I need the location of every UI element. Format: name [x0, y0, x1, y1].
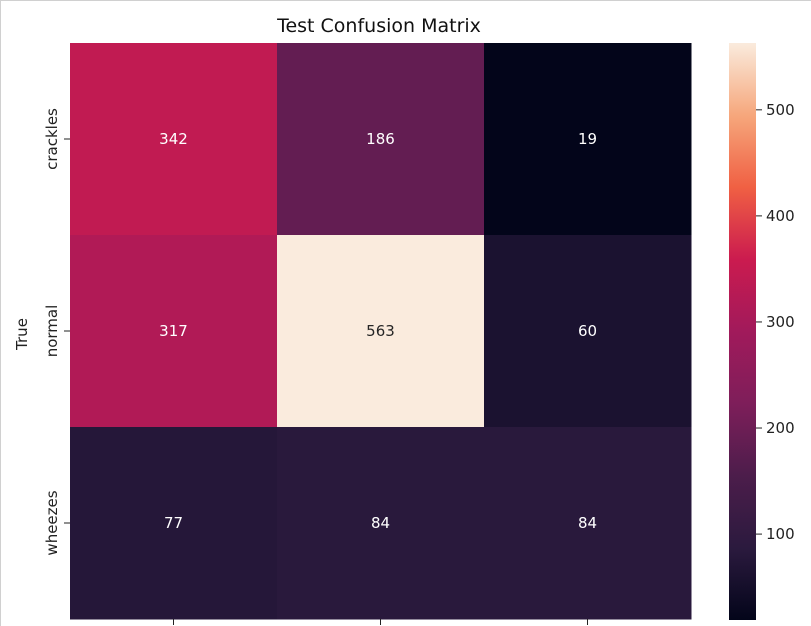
y-tick-label: normal: [43, 305, 61, 358]
heatmap-cell: [277, 427, 485, 620]
colorbar-tick-label: 200: [766, 419, 795, 437]
cell-value-label: 84: [371, 514, 390, 532]
heatmap-cell: [484, 43, 692, 236]
cell-value-label: 84: [578, 514, 597, 532]
heatmap-cell: [277, 43, 485, 236]
y-tick-label: wheezes: [43, 490, 61, 555]
heatmap-cells: 342 186 19 317 563 60 77 84 84: [70, 43, 692, 620]
colorbar: [729, 43, 756, 620]
x-axis-ticks: [173, 619, 588, 625]
colorbar-tick-label: 100: [766, 525, 795, 543]
colorbar-tick-label: 500: [766, 101, 795, 119]
heatmap-cell: [484, 427, 692, 620]
heatmap-cell: [277, 235, 485, 428]
y-tick-label: crackles: [43, 108, 61, 170]
y-axis-label: True: [13, 318, 31, 351]
y-axis-ticks: crackles normal wheezes: [43, 108, 70, 556]
cell-value-label: 186: [366, 130, 395, 148]
cell-value-label: 317: [159, 322, 188, 340]
heatmap-cell: [70, 43, 278, 236]
cell-value-label: 563: [366, 322, 395, 340]
heatmap-cell: [70, 235, 278, 428]
cell-value-label: 342: [159, 130, 188, 148]
cell-value-label: 60: [578, 322, 597, 340]
colorbar-ticks: 100 200 300 400 500: [756, 101, 795, 543]
colorbar-tick-label: 300: [766, 313, 795, 331]
colorbar-tick-label: 400: [766, 207, 795, 225]
cell-value-label: 19: [578, 130, 597, 148]
chart-title: Test Confusion Matrix: [276, 15, 481, 37]
cell-value-label: 77: [164, 514, 183, 532]
heatmap-cell: [484, 235, 692, 428]
heatmap-cell: [70, 427, 278, 620]
